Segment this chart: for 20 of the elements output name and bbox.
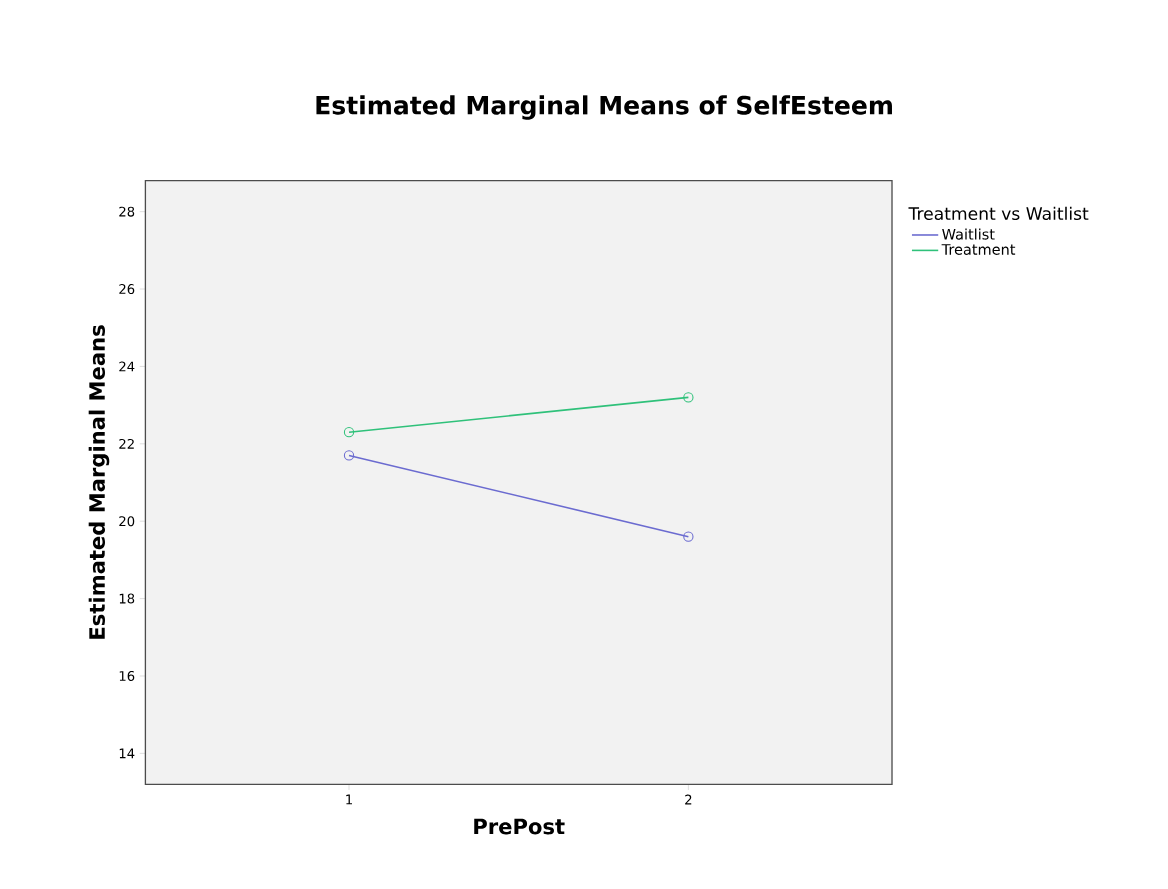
point [683, 392, 694, 403]
point [683, 531, 694, 543]
y-tick-label: 22 [119, 439, 134, 449]
y-tick-label: 20 [119, 516, 135, 527]
point [343, 427, 355, 438]
x-tick-label: 2 [685, 794, 692, 805]
x-axis-title: PrePost [474, 818, 565, 835]
y-tick-label: 26 [119, 284, 135, 295]
legend-title: Treatment vs Waitlist [908, 206, 1089, 221]
y-tick-label: 14 [119, 748, 135, 759]
y-tick-label: 24 [119, 361, 135, 372]
legend-label: Waitlist [942, 228, 995, 240]
chart-title: Estimated Marginal Means of SelfEsteem [316, 95, 892, 120]
legend-label: Treatment [941, 244, 1016, 256]
y-tick-label: 28 [119, 206, 135, 217]
x-tick-label: 1 [346, 794, 352, 805]
y-tick-label: 18 [119, 593, 135, 604]
point [343, 450, 355, 461]
y-tick-label: 16 [119, 671, 135, 682]
y-axis-title: Estimated Marginal Means [88, 325, 110, 639]
